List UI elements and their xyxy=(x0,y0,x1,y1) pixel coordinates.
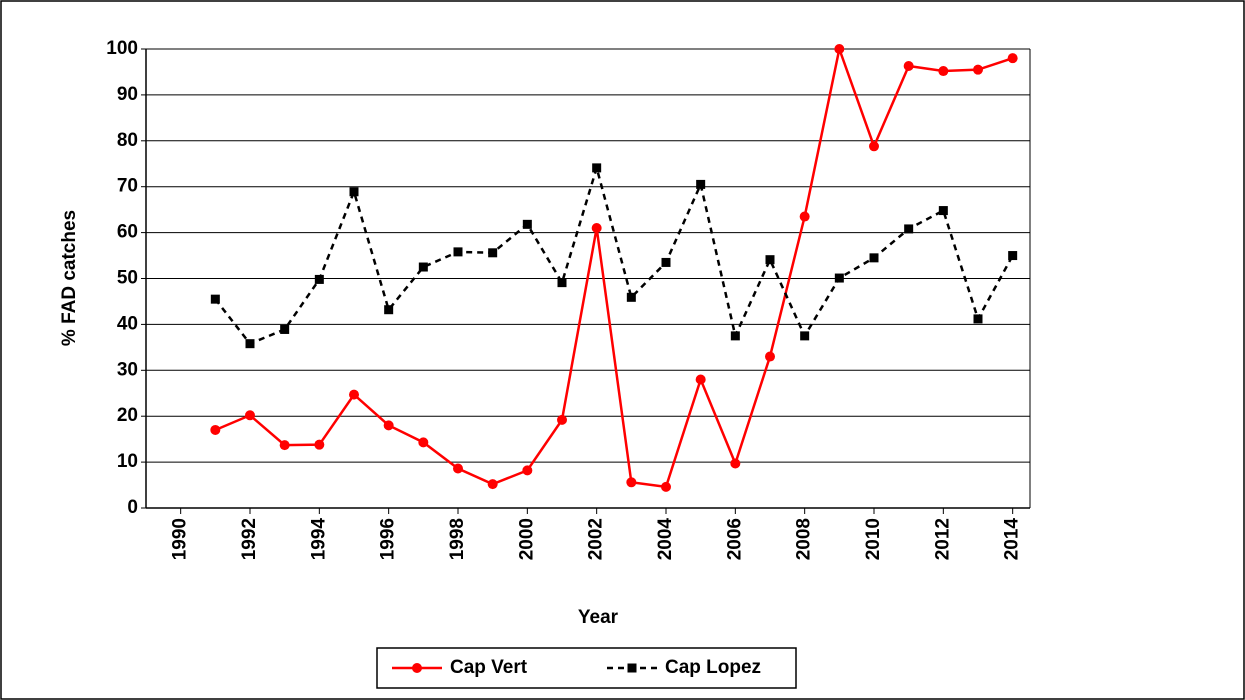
x-axis-label: Year xyxy=(578,607,619,628)
x-tick-label: 2004 xyxy=(655,518,676,561)
x-tick-label: 2000 xyxy=(516,518,537,560)
point xyxy=(522,219,532,229)
point xyxy=(834,273,844,283)
point xyxy=(418,262,428,272)
point xyxy=(383,420,394,431)
x-tick-label: 2006 xyxy=(724,518,745,560)
point xyxy=(557,414,567,425)
point xyxy=(938,66,949,77)
point xyxy=(1008,251,1018,261)
point xyxy=(279,440,290,451)
point xyxy=(314,439,325,450)
x-tick-label: 2012 xyxy=(932,518,953,560)
point xyxy=(696,179,706,189)
y-tick-label: 0 xyxy=(127,497,138,518)
point xyxy=(349,389,359,400)
point xyxy=(210,294,220,304)
point xyxy=(245,410,255,421)
x-tick-label: 1990 xyxy=(170,518,191,560)
point xyxy=(453,247,463,257)
point xyxy=(973,314,983,324)
legend-marker xyxy=(412,663,422,673)
point xyxy=(903,60,914,71)
point xyxy=(592,163,602,173)
x-tick-label: 2008 xyxy=(794,518,815,560)
point xyxy=(695,374,706,385)
point xyxy=(765,255,775,265)
point xyxy=(349,187,359,197)
y-tick-label: 60 xyxy=(117,222,138,243)
y-tick-label: 10 xyxy=(117,451,138,472)
point xyxy=(1007,53,1018,64)
point xyxy=(661,257,671,267)
y-tick-label: 30 xyxy=(117,359,138,380)
point xyxy=(626,477,637,488)
y-tick-label: 50 xyxy=(117,268,138,289)
y-tick-label: 80 xyxy=(117,130,138,151)
x-tick-label: 1994 xyxy=(308,518,329,561)
point xyxy=(730,458,741,469)
y-tick-label: 70 xyxy=(117,176,138,197)
y-tick-label: 40 xyxy=(117,313,138,334)
point xyxy=(626,292,636,302)
point xyxy=(314,274,324,284)
point xyxy=(245,339,255,349)
series-line xyxy=(214,44,1014,489)
x-tick-label: 2014 xyxy=(1002,518,1023,561)
x-tick-label: 2010 xyxy=(863,518,884,560)
point xyxy=(418,437,429,448)
point xyxy=(280,324,290,334)
legend-label: Cap Vert xyxy=(450,657,528,678)
x-tick-label: 1992 xyxy=(239,518,260,560)
point xyxy=(973,64,983,75)
y-tick-label: 90 xyxy=(117,84,138,105)
point xyxy=(210,424,221,435)
point xyxy=(800,331,810,341)
x-tick-label: 1998 xyxy=(447,518,468,560)
point xyxy=(661,481,671,492)
series-line xyxy=(214,163,1014,346)
point xyxy=(799,211,810,222)
legend-box xyxy=(376,647,797,689)
y-tick-label: 20 xyxy=(117,405,138,426)
point xyxy=(765,351,775,362)
point xyxy=(834,44,845,54)
y-axis-label: % FAD catches xyxy=(59,210,80,346)
point xyxy=(487,479,498,490)
point xyxy=(453,463,463,474)
point xyxy=(557,278,567,288)
point xyxy=(938,206,948,216)
point xyxy=(488,248,498,258)
x-tick-label: 2002 xyxy=(586,518,607,560)
point xyxy=(869,253,879,263)
x-tick-label: 1996 xyxy=(378,518,399,560)
legend-marker xyxy=(627,663,637,673)
point xyxy=(384,305,394,315)
point xyxy=(522,465,533,476)
point xyxy=(591,223,602,234)
point xyxy=(904,224,914,234)
point xyxy=(730,331,740,341)
y-tick-label: 100 xyxy=(106,38,138,59)
legend-label: Cap Lopez xyxy=(665,657,761,678)
point xyxy=(869,141,879,152)
